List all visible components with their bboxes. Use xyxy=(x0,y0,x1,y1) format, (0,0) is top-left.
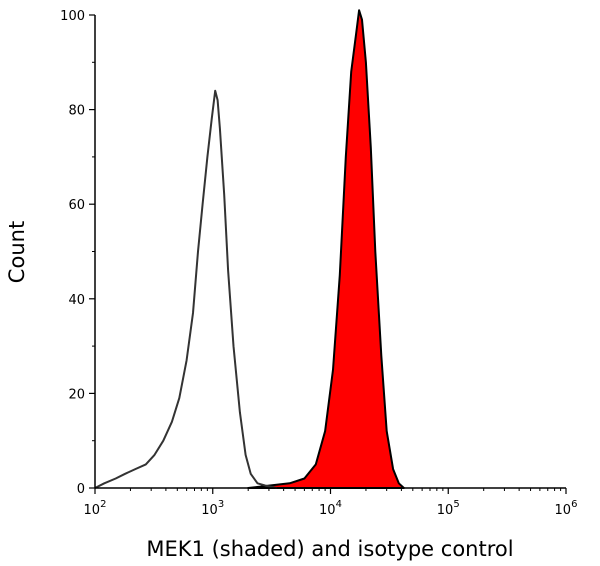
y-tick-label: 80 xyxy=(68,104,85,119)
x-axis-title: MEK1 (shaded) and isotype control xyxy=(146,537,513,561)
y-tick-label: 100 xyxy=(60,9,85,24)
x-tick-label: 102 xyxy=(84,499,107,518)
y-tick-label: 40 xyxy=(68,293,85,308)
x-tick-label: 104 xyxy=(319,499,342,518)
x-axis: 102 103 104 105 106 xyxy=(84,487,578,518)
y-tick-label: 0 xyxy=(77,482,85,497)
y-tick-label: 60 xyxy=(68,198,85,213)
y-axis-title: Count xyxy=(5,221,29,283)
y-tick-label: 20 xyxy=(68,387,85,402)
series-isotype-control-histogram xyxy=(94,89,278,489)
x-tick-label: 106 xyxy=(555,499,578,518)
x-tick-label: 103 xyxy=(201,499,224,518)
x-tick-label: 105 xyxy=(437,499,460,518)
plot-area xyxy=(94,9,405,489)
series-mek1-histogram xyxy=(247,9,405,489)
y-axis: 0 20 40 60 80 100 xyxy=(60,9,96,497)
